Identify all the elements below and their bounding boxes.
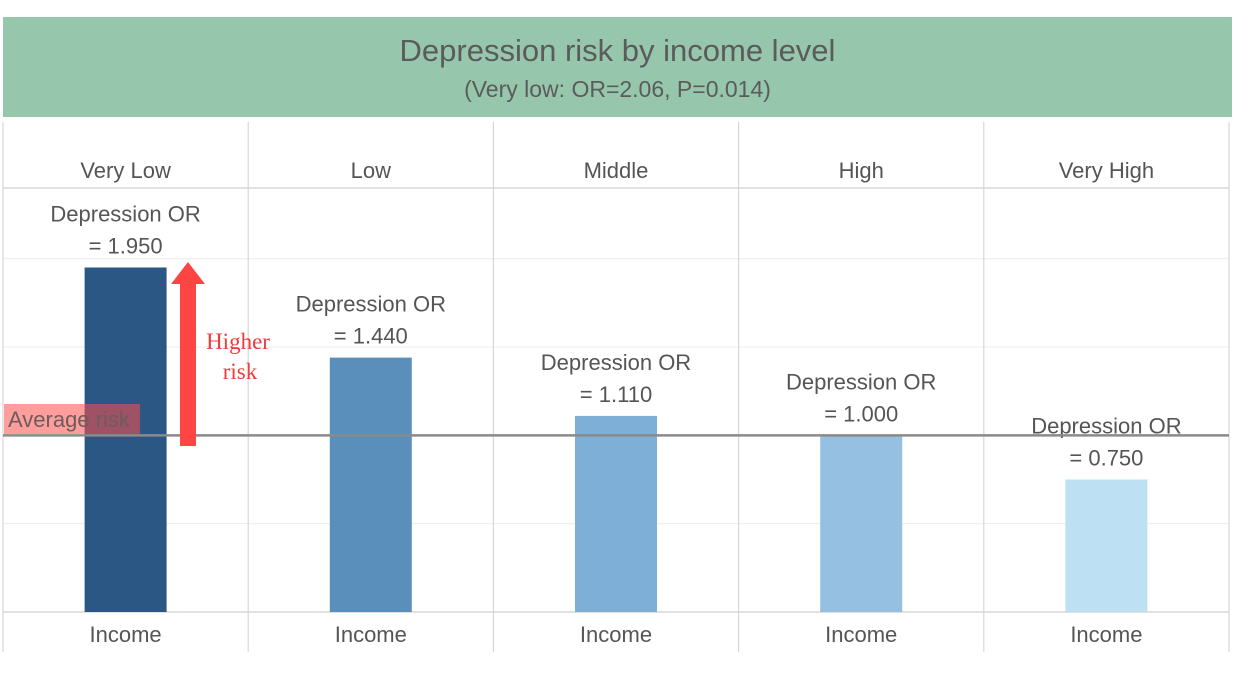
chart-title: Depression risk by income level: [399, 33, 836, 68]
label-layer: Very Low Income Depression OR = 1.950 Low Inc…: [50, 158, 1181, 647]
category-label: Very Low: [80, 158, 171, 183]
bar-very-high: [1065, 479, 1148, 612]
value-label-title: Depression OR: [296, 292, 446, 317]
footer-label: Income: [1070, 622, 1142, 647]
value-label: = 1.950: [89, 234, 163, 259]
value-label-title: Depression OR: [50, 202, 200, 227]
chart-subtitle: (Very low: OR=2.06, P=0.014): [464, 76, 771, 102]
value-label: = 1.440: [334, 324, 408, 349]
category-label: Very High: [1059, 158, 1154, 183]
bar-middle: [575, 415, 657, 612]
bar-layer: [84, 267, 1148, 612]
bar-high: [820, 435, 903, 612]
footer-label: Income: [90, 622, 162, 647]
value-label-title: Depression OR: [786, 369, 936, 394]
bar-low: [329, 357, 412, 612]
footer-label: Income: [335, 622, 407, 647]
category-label: Middle: [584, 158, 649, 183]
category-label: Low: [351, 158, 391, 183]
footer-label: Income: [825, 622, 897, 647]
average-risk-box: [4, 404, 140, 434]
value-label-title: Depression OR: [541, 350, 691, 375]
footer-label: Income: [580, 622, 652, 647]
grid-layer: [2, 122, 1230, 652]
higher-risk-arrow-head: [171, 262, 205, 284]
higher-risk-label: Higher: [206, 329, 270, 354]
category-label: High: [839, 158, 884, 183]
value-label: = 0.750: [1069, 446, 1143, 471]
overlay-layer: Average risk Higher risk: [3, 262, 1229, 446]
average-risk-label: Average risk: [8, 407, 131, 432]
title-banner: Depression risk by income level (Very lo…: [3, 17, 1232, 117]
value-label: = 1.110: [580, 382, 652, 407]
higher-risk-arrow-shaft: [180, 282, 196, 446]
value-label: = 1.000: [824, 401, 898, 426]
higher-risk-label: risk: [223, 359, 258, 384]
bar-very-low: [84, 267, 167, 612]
